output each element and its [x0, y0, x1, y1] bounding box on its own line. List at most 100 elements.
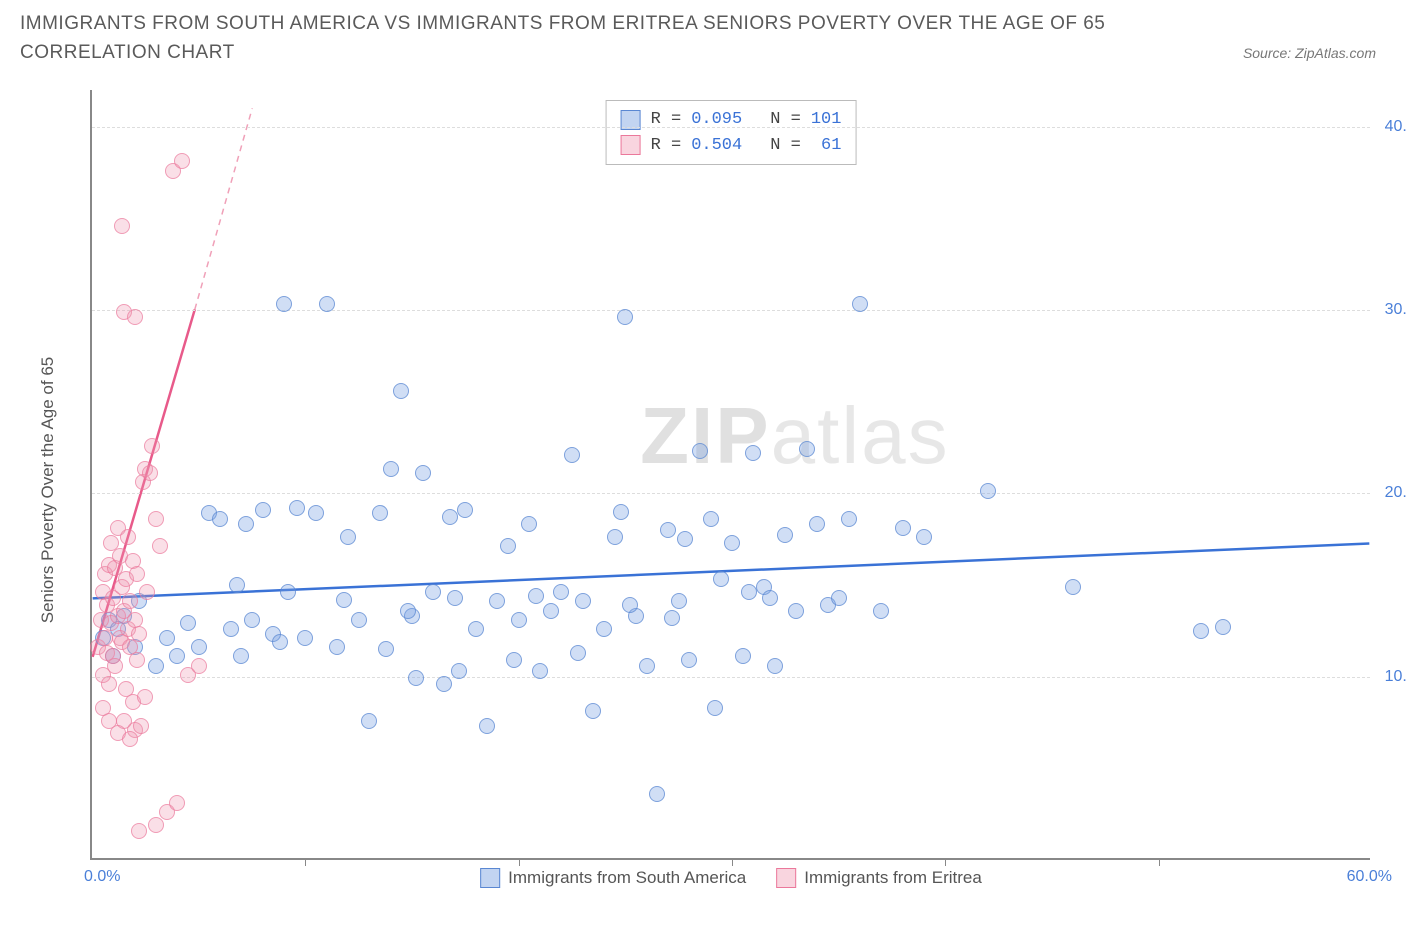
data-point	[280, 584, 296, 600]
legend-item-2: Immigrants from Eritrea	[776, 868, 982, 888]
data-point	[916, 529, 932, 545]
x-tick	[305, 858, 306, 866]
data-point	[139, 584, 155, 600]
data-point	[120, 529, 136, 545]
data-point	[799, 441, 815, 457]
data-point	[788, 603, 804, 619]
legend-label-1: Immigrants from South America	[508, 868, 746, 888]
data-point	[238, 516, 254, 532]
watermark-light: atlas	[771, 391, 950, 480]
data-point	[276, 296, 292, 312]
data-point	[692, 443, 708, 459]
data-point	[133, 718, 149, 734]
swatch-pink-icon	[621, 135, 641, 155]
data-point	[703, 511, 719, 527]
data-point	[129, 566, 145, 582]
data-point	[664, 610, 680, 626]
y-tick-label: 20.0%	[1375, 484, 1406, 502]
data-point	[570, 645, 586, 661]
data-point	[152, 538, 168, 554]
data-point	[191, 639, 207, 655]
data-point	[383, 461, 399, 477]
data-point	[596, 621, 612, 637]
data-point	[180, 615, 196, 631]
data-point	[393, 383, 409, 399]
data-point	[873, 603, 889, 619]
data-point	[436, 676, 452, 692]
chart-title: IMMIGRANTS FROM SOUTH AMERICA VS IMMIGRA…	[20, 10, 1120, 67]
data-point	[148, 511, 164, 527]
r-label-1: R =	[651, 107, 682, 133]
plot-area: ZIPatlas R = 0.095 N = 101 R = 0.504 N =…	[90, 90, 1370, 860]
data-point	[468, 621, 484, 637]
data-point	[607, 529, 623, 545]
data-point	[137, 689, 153, 705]
data-point	[511, 612, 527, 628]
data-point	[457, 502, 473, 518]
data-point	[297, 630, 313, 646]
data-point	[425, 584, 441, 600]
data-point	[575, 593, 591, 609]
data-point	[122, 731, 138, 747]
bottom-legend: Immigrants from South America Immigrants…	[480, 868, 982, 888]
data-point	[479, 718, 495, 734]
n-value-2: 61	[811, 133, 842, 159]
data-point	[564, 447, 580, 463]
data-point	[289, 500, 305, 516]
y-axis-label: Seniors Poverty Over the Age of 65	[38, 357, 58, 623]
data-point	[500, 538, 516, 554]
data-point	[308, 505, 324, 521]
data-point	[361, 713, 377, 729]
data-point	[762, 590, 778, 606]
legend-swatch-blue-icon	[480, 868, 500, 888]
data-point	[613, 504, 629, 520]
data-point	[319, 296, 335, 312]
data-point	[408, 670, 424, 686]
legend-item-1: Immigrants from South America	[480, 868, 746, 888]
y-tick-label: 30.0%	[1375, 301, 1406, 319]
data-point	[585, 703, 601, 719]
data-point	[622, 597, 638, 613]
data-point	[255, 502, 271, 518]
data-point	[745, 445, 761, 461]
data-point	[329, 639, 345, 655]
trend-lines	[92, 90, 1370, 858]
x-tick	[732, 858, 733, 866]
data-point	[127, 309, 143, 325]
data-point	[122, 593, 138, 609]
x-tick	[945, 858, 946, 866]
data-point	[212, 511, 228, 527]
data-point	[148, 817, 164, 833]
legend-swatch-pink-icon	[776, 868, 796, 888]
r-label-2: R =	[651, 133, 682, 159]
data-point	[553, 584, 569, 600]
data-point	[532, 663, 548, 679]
data-point	[336, 592, 352, 608]
data-point	[174, 153, 190, 169]
watermark: ZIPatlas	[640, 390, 949, 482]
data-point	[415, 465, 431, 481]
data-point	[639, 658, 655, 674]
r-value-2: 0.504	[691, 133, 742, 159]
data-point	[400, 603, 416, 619]
data-point	[521, 516, 537, 532]
data-point	[378, 641, 394, 657]
data-point	[831, 590, 847, 606]
data-point	[767, 658, 783, 674]
data-point	[114, 218, 130, 234]
data-point	[233, 648, 249, 664]
x-tick-min: 0.0%	[84, 868, 120, 886]
n-value-1: 101	[811, 107, 842, 133]
data-point	[681, 652, 697, 668]
r-value-1: 0.095	[691, 107, 742, 133]
data-point	[841, 511, 857, 527]
stats-legend-box: R = 0.095 N = 101 R = 0.504 N = 61	[606, 100, 857, 165]
data-point	[101, 676, 117, 692]
watermark-bold: ZIP	[640, 391, 770, 480]
y-tick-label: 40.0%	[1375, 118, 1406, 136]
data-point	[97, 630, 113, 646]
data-point	[660, 522, 676, 538]
stats-row-2: R = 0.504 N = 61	[621, 133, 842, 159]
data-point	[223, 621, 239, 637]
data-point	[724, 535, 740, 551]
